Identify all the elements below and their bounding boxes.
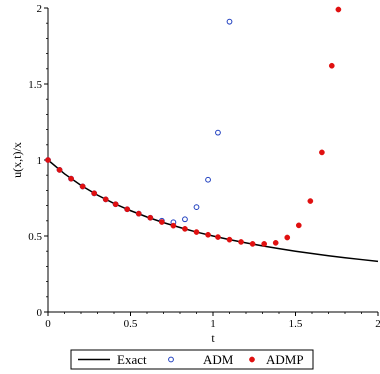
legend-admp-marker: [249, 356, 255, 363]
series-admp-point: [328, 62, 335, 69]
series-adm-point: [215, 129, 221, 136]
x-tick-label: 1.5: [289, 318, 303, 330]
series-admp-point: [45, 157, 51, 163]
series-admp-point: [215, 234, 221, 240]
y-axis-label: u(x,t)/x: [10, 142, 24, 178]
x-tick-label: 0.5: [124, 318, 138, 330]
x-tick-label: 0: [45, 318, 51, 330]
series-admp-point: [307, 198, 314, 204]
series-admp-point: [335, 6, 342, 13]
series-admp-point: [170, 222, 177, 229]
series-admp-point: [295, 222, 302, 229]
series-admp-point: [147, 214, 154, 221]
y-tick-label: 1.5: [28, 79, 42, 91]
series-adm-point: [193, 204, 200, 211]
y-tick-label: 2: [37, 3, 43, 15]
series-admp-point: [102, 196, 109, 203]
legend-exact-label: Exact: [117, 352, 147, 367]
y-tick-label: 0: [37, 307, 43, 319]
series-admp-point: [272, 239, 279, 246]
series-adm-point: [226, 18, 233, 25]
series-admp-point: [56, 167, 63, 173]
x-ticks: 0 0.5 1 1.5 2: [45, 312, 380, 330]
x-tick-label: 2: [375, 318, 380, 330]
series-admp-point: [284, 234, 291, 241]
series-adm-point: [182, 216, 188, 223]
legend-admp-label: ADMP: [266, 352, 304, 367]
series-admp-point: [193, 229, 200, 235]
y-tick-label: 1: [37, 155, 43, 167]
series-admp-point: [261, 241, 267, 247]
series-admp-point: [91, 190, 98, 197]
series-admp-point: [319, 149, 325, 156]
series-layer: [45, 6, 379, 263]
x-tick-label: 1: [210, 318, 216, 330]
x-axis-label: t: [211, 331, 215, 345]
legend-adm-label: ADM: [203, 352, 234, 367]
series-exact-line: [47, 159, 379, 263]
series-admp-point: [226, 236, 233, 243]
legend-box: [70, 349, 314, 370]
series-admp-point: [135, 210, 142, 217]
series-admp-point: [68, 175, 74, 182]
series-admp-point: [182, 226, 188, 232]
series-adm-point: [205, 176, 211, 183]
series-admp-point: [238, 239, 244, 245]
series-admp-point: [205, 231, 211, 238]
legend: Exact ADM ADMP: [70, 349, 314, 370]
series-admp-point: [124, 206, 131, 213]
y-tick-label: 0.5: [28, 231, 42, 243]
series-admp-point: [112, 201, 119, 208]
series-admp-point: [249, 241, 256, 247]
series-admp-point: [79, 183, 86, 190]
series-admp-point: [159, 219, 165, 225]
legend-adm-marker: [168, 356, 174, 363]
y-ticks: 0 0.5 1 1.5 2: [28, 3, 48, 319]
